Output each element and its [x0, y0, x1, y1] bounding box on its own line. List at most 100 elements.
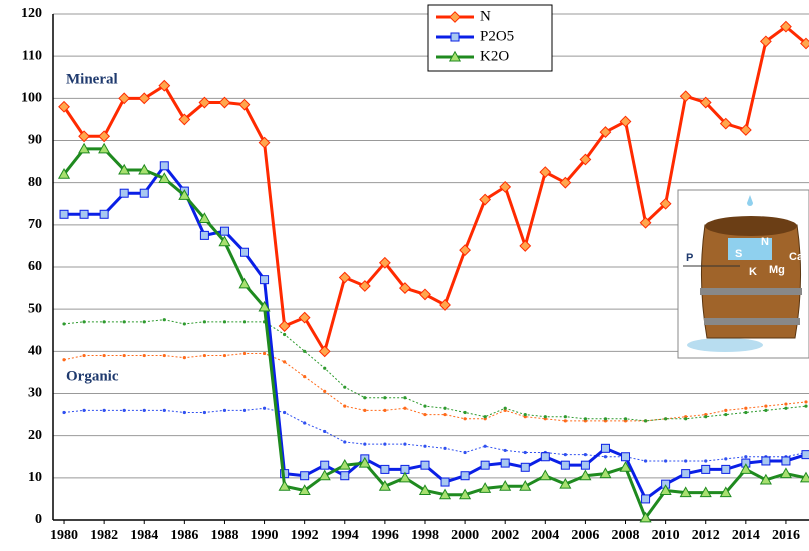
marker — [122, 320, 126, 324]
marker — [540, 452, 550, 462]
marker — [659, 197, 672, 210]
marker — [380, 464, 390, 474]
marker — [739, 124, 752, 136]
marker — [559, 477, 572, 489]
marker — [449, 11, 461, 23]
marker — [450, 32, 460, 42]
y-tick-label: 70 — [28, 217, 42, 232]
series-line — [62, 24, 807, 356]
marker — [443, 446, 447, 450]
x-tick-label: 1990 — [251, 528, 279, 543]
marker — [641, 494, 651, 504]
marker — [238, 277, 251, 289]
marker — [784, 402, 788, 406]
marker — [222, 408, 227, 412]
marker — [182, 410, 186, 415]
barrel-hoop — [704, 318, 800, 325]
water-drop — [747, 195, 753, 206]
marker — [519, 240, 532, 252]
marker — [59, 209, 69, 219]
x-tick-label: 1992 — [291, 528, 319, 543]
marker — [704, 415, 708, 419]
marker — [503, 448, 507, 453]
marker — [238, 98, 251, 111]
organic-line — [63, 352, 807, 422]
marker — [804, 404, 808, 408]
marker — [358, 280, 371, 292]
x-tick-label: 2004 — [531, 528, 559, 543]
marker — [599, 126, 612, 138]
marker — [600, 443, 610, 453]
marker — [439, 299, 451, 311]
marker — [378, 256, 391, 269]
x-tick-label: 1998 — [411, 528, 439, 543]
marker — [701, 464, 711, 474]
marker — [242, 408, 247, 412]
marker — [621, 452, 631, 462]
marker — [724, 408, 728, 412]
marker — [303, 349, 307, 353]
y-tick-label: 30 — [28, 386, 42, 401]
marker — [118, 163, 131, 175]
marker — [298, 484, 311, 495]
marker — [79, 209, 89, 219]
marker — [102, 408, 106, 412]
marker — [443, 406, 447, 410]
marker — [721, 464, 731, 474]
marker — [383, 396, 387, 400]
marker — [57, 168, 71, 179]
marker — [303, 375, 307, 379]
marker — [119, 188, 129, 198]
marker — [463, 417, 467, 421]
marker — [82, 408, 86, 412]
inset: P S N K Mg Ca — [677, 189, 809, 359]
marker — [343, 404, 347, 408]
marker — [139, 188, 149, 198]
marker — [162, 408, 166, 412]
marker — [260, 275, 270, 285]
marker — [403, 396, 407, 400]
x-tick-label: 1982 — [90, 528, 118, 543]
x-tick-label: 2016 — [772, 528, 800, 543]
marker — [440, 477, 450, 487]
marker — [162, 318, 166, 322]
marker — [122, 353, 126, 358]
marker — [543, 415, 547, 419]
marker — [258, 136, 271, 149]
marker — [759, 473, 772, 485]
marker — [202, 320, 207, 324]
marker — [764, 408, 768, 412]
inset-label: S — [735, 248, 742, 260]
marker — [759, 35, 772, 48]
marker — [240, 247, 250, 257]
inset-label: Mg — [769, 264, 785, 276]
marker — [378, 480, 391, 491]
marker — [323, 366, 327, 370]
marker — [583, 453, 588, 457]
marker — [78, 130, 90, 143]
legend-label: N — [480, 8, 491, 24]
marker — [358, 456, 371, 468]
marker — [563, 415, 567, 419]
marker — [262, 406, 267, 410]
marker — [202, 410, 207, 415]
marker — [603, 455, 608, 459]
y-tick-label: 50 — [28, 301, 42, 316]
marker — [423, 404, 427, 408]
marker — [222, 353, 227, 358]
marker — [343, 440, 347, 444]
marker — [102, 320, 106, 324]
marker — [182, 356, 186, 360]
marker — [523, 450, 527, 455]
legend-label: P2O5 — [480, 28, 514, 44]
marker — [423, 412, 427, 417]
marker — [520, 462, 530, 472]
x-tick-label: 2002 — [491, 528, 519, 543]
marker — [448, 50, 462, 62]
marker — [242, 320, 247, 324]
inset-label: Ca — [789, 251, 804, 263]
marker — [499, 180, 512, 193]
marker — [539, 469, 552, 481]
y-tick-label: 10 — [28, 470, 42, 485]
